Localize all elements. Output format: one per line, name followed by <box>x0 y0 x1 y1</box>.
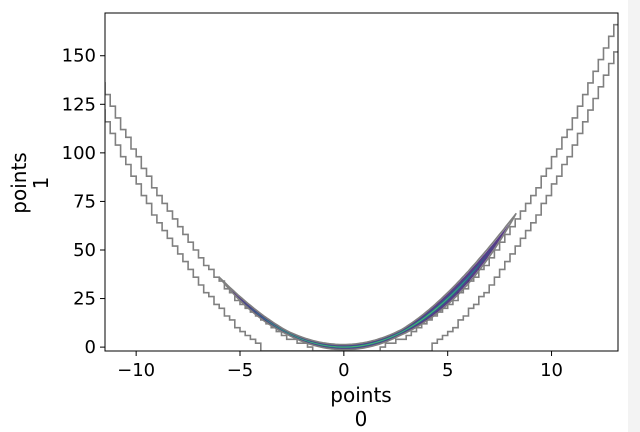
y-tick-label: 100 <box>62 143 96 164</box>
inner-contour <box>105 23 618 351</box>
y-axis-label-line-1: points <box>7 152 31 213</box>
y-tick-label: 75 <box>73 191 96 212</box>
y-tick-label: 125 <box>62 94 96 115</box>
x-tick-label: 10 <box>540 360 563 381</box>
y-axis-label-line-2: 1 <box>29 177 53 190</box>
plot-marks <box>105 23 618 351</box>
window-edge <box>628 0 640 432</box>
y-tick-label: 50 <box>73 240 96 261</box>
plot-background <box>105 13 618 351</box>
density-outline <box>218 212 517 351</box>
y-tick-label: 150 <box>62 46 96 67</box>
y-tick-label: 0 <box>85 337 96 358</box>
y-axis-ticks: 0 25 50 75 100 125 150 <box>62 46 105 358</box>
plot-frame <box>104 12 619 352</box>
x-tick-label: 0 <box>338 360 349 381</box>
x-axis-label-line-1: points <box>330 383 391 407</box>
x-axis-ticks: −10 −5 0 5 10 <box>117 351 563 381</box>
x-axis-label-line-2: 0 <box>355 407 368 431</box>
outer-contour <box>105 51 618 351</box>
x-tick-label: −5 <box>227 360 254 381</box>
y-tick-label: 25 <box>73 289 96 310</box>
x-tick-label: −10 <box>117 360 155 381</box>
x-tick-label: 5 <box>442 360 453 381</box>
